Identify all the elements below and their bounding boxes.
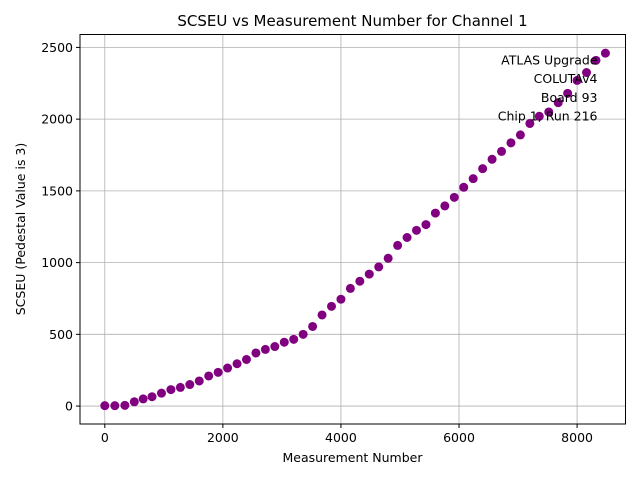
axis-ticks: 0 2000 4000 6000 8000 0 500 1000 1500 2000 2500 [41,40,593,445]
x-tick-label: 6000 [443,430,475,445]
data-point [364,269,374,279]
data-point [298,329,308,339]
data-point [572,75,582,85]
data-point [459,182,469,192]
data-point [449,192,459,202]
data-point [166,385,176,395]
plot-frame [79,34,626,425]
data-point [270,342,280,352]
data-point [138,394,148,404]
data-point [326,301,336,311]
grid-lines [80,34,626,424]
data-point [591,55,601,65]
annotation-line: Chip 1, Run 216 [498,109,598,124]
data-point [156,388,166,398]
data-point [223,363,233,373]
annotation-line: Board 93 [541,90,598,105]
data-point [478,164,488,174]
chart-title: SCSEU vs Measurement Number for Channel … [177,12,527,30]
data-point [383,253,393,263]
x-tick-label: 8000 [561,430,593,445]
y-tick-label: 2500 [41,40,73,55]
data-point [345,283,355,293]
x-axis-label: Measurement Number [282,450,423,465]
data-point [525,118,535,128]
data-point [175,382,185,392]
data-point [308,321,318,331]
data-point [468,174,478,184]
data-point [194,376,204,386]
y-tick-label: 1500 [41,183,73,198]
data-point [100,401,110,411]
data-point [440,201,450,211]
data-point [317,310,327,320]
data-point [279,337,289,347]
data-point [497,146,507,156]
data-point [563,88,573,98]
data-point [289,334,299,344]
annotation-box: ATLAS Upgrade COLUTAv4 Board 93 Chip 1, Run… [498,53,598,124]
data-points [100,48,610,411]
y-tick-label: 500 [49,327,73,342]
y-axis-label: SCSEU (Pedestal Value is 3) [13,143,28,316]
data-point [147,392,157,402]
data-point [553,98,563,108]
data-point [421,220,431,230]
data-point [232,359,242,369]
data-point [534,111,544,121]
data-point [241,354,251,364]
data-point [412,225,422,235]
data-point [260,344,270,354]
data-point [506,138,516,148]
data-point [374,262,384,272]
data-point [393,240,403,250]
y-tick-label: 2000 [41,112,73,127]
data-point [430,208,440,218]
data-point [185,380,195,390]
x-tick-label: 2000 [207,430,239,445]
data-point [129,397,139,407]
data-point [582,68,592,78]
data-point [251,348,261,358]
data-point [355,276,365,286]
x-tick-label: 0 [101,430,109,445]
data-point [213,367,223,377]
data-point [487,154,497,164]
data-point [110,401,120,411]
data-point [120,400,130,410]
annotation-line: ATLAS Upgrade [501,53,598,68]
y-tick-label: 1000 [41,255,73,270]
annotation-line: COLUTAv4 [534,71,598,86]
data-point [515,130,525,140]
data-point [336,294,346,304]
data-point [544,107,554,117]
data-point [402,232,412,242]
data-point [600,48,610,58]
x-tick-label: 4000 [325,430,357,445]
y-tick-label: 0 [65,399,73,414]
data-point [204,371,214,381]
